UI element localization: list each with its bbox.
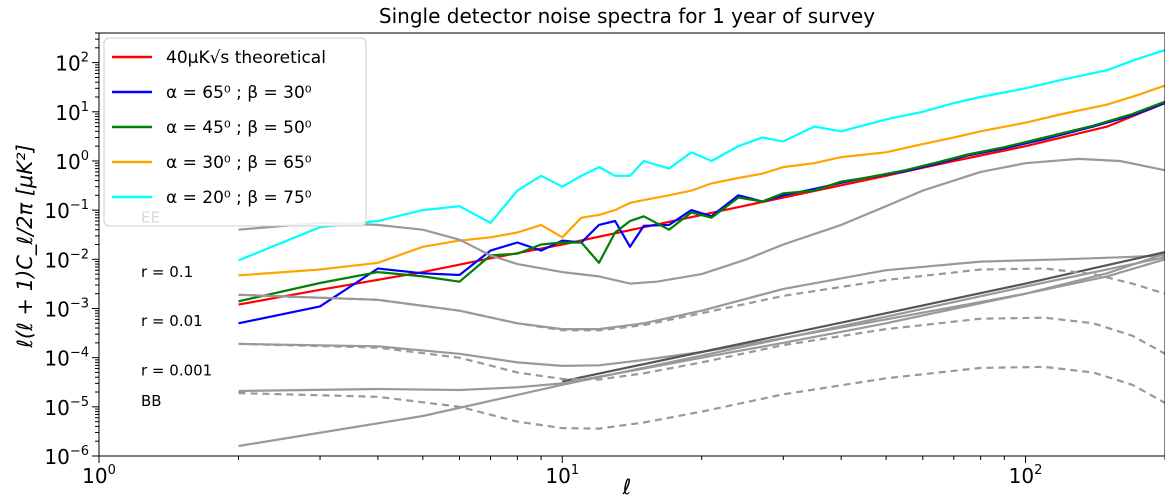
y-tick-label: 102 — [55, 51, 89, 76]
x-tick-label: 101 — [545, 463, 579, 488]
reference-curve-10 — [562, 251, 1165, 383]
plot-area — [238, 49, 1165, 448]
annotation-label: r = 0.1 — [141, 263, 193, 281]
y-axis-label: ℓ(ℓ + 1)C_ℓ/2π [μK²] — [13, 144, 38, 349]
legend: 40μK√s theoretical α = 65⁰ ; β = 30⁰ α = 4… — [103, 37, 367, 227]
legend-box — [103, 37, 367, 227]
legend-label: α = 65⁰ ; β = 30⁰ — [166, 83, 312, 103]
reference-curve-5 — [238, 157, 1165, 285]
annotation-label: r = 0.01 — [141, 312, 203, 330]
y-tick-label: 100 — [55, 149, 89, 174]
reference-curve-dashed-13 — [238, 365, 1165, 430]
legend-label: α = 30⁰ ; β = 65⁰ — [166, 153, 312, 173]
reference-curve-dashed-12 — [238, 316, 1165, 381]
y-tick-label: 10−1 — [44, 198, 89, 223]
reference-curve-dashed-11 — [238, 267, 1165, 332]
x-tick-label: 102 — [1009, 463, 1043, 488]
series-line-1 — [238, 102, 1165, 325]
y-tick-label: 10−4 — [44, 346, 89, 371]
chart-title: Single detector noise spectra for 1 year… — [379, 4, 875, 28]
y-tick-label: 10−6 — [44, 444, 89, 469]
axis-ticks: 100 101 102 10−6 10−5 10−4 10−3 10−2 10−1 100 101 1… — [44, 32, 1165, 488]
reference-curve-7 — [238, 258, 1165, 367]
y-tick-label: 101 — [55, 100, 89, 125]
legend-label: α = 20⁰ ; β = 75⁰ — [166, 188, 312, 208]
y-tick-label: 10−2 — [44, 247, 89, 272]
x-tick-label: 100 — [82, 463, 116, 488]
annotation-label: BB — [141, 392, 162, 410]
x-axis-label: ℓ — [622, 475, 632, 499]
reference-curve-8 — [238, 252, 1165, 393]
y-tick-label: 10−3 — [44, 296, 89, 321]
legend-label: α = 45⁰ ; β = 50⁰ — [166, 118, 312, 138]
series-line-4 — [238, 49, 1165, 262]
annotation-label: r = 0.001 — [141, 361, 212, 379]
reference-curve-9 — [238, 256, 1165, 448]
series-line-3 — [238, 84, 1165, 277]
series-line-2 — [238, 100, 1165, 303]
legend-label: 40μK√s theoretical — [166, 48, 326, 68]
y-tick-label: 10−5 — [44, 395, 89, 420]
